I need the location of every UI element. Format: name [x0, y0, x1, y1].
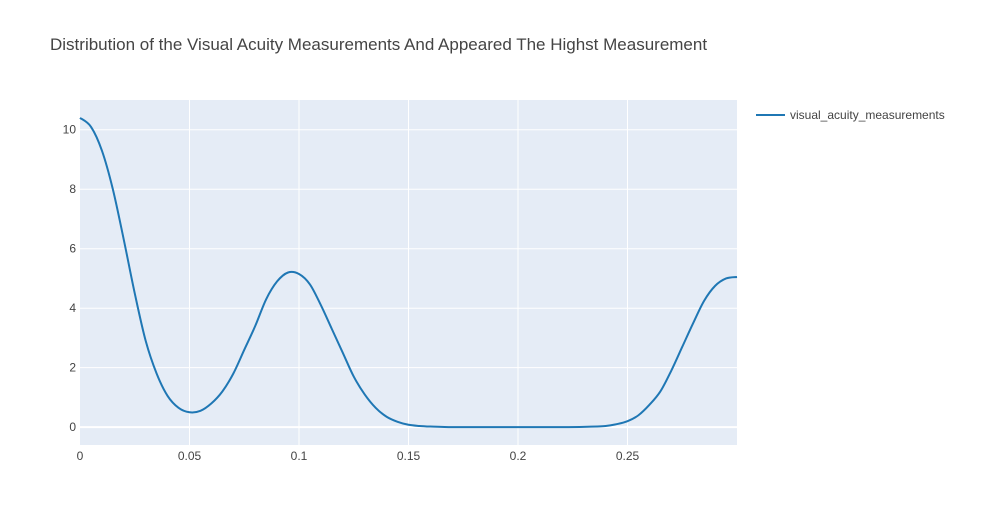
- y-tick-label: 4: [69, 301, 76, 315]
- chart-title: Distribution of the Visual Acuity Measur…: [50, 35, 707, 54]
- legend[interactable]: visual_acuity_measurements: [756, 108, 945, 122]
- x-tick-label: 0.25: [616, 449, 640, 463]
- y-tick-label: 8: [69, 182, 76, 196]
- x-tick-label: 0: [77, 449, 84, 463]
- x-tick-label: 0.2: [510, 449, 527, 463]
- x-tick-label: 0.1: [291, 449, 308, 463]
- y-tick-label: 0: [69, 420, 76, 434]
- series-line-visual_acuity_measurements[interactable]: [79, 117, 738, 429]
- series: [79, 117, 738, 429]
- grid: [80, 100, 737, 445]
- x-tick-label: 0.05: [178, 449, 202, 463]
- y-tick-label: 6: [69, 242, 76, 256]
- y-tick-label: 10: [63, 123, 77, 137]
- x-axis: 0 0.05 0.1 0.15 0.2 0.25: [77, 449, 640, 463]
- x-tick-label: 0.15: [397, 449, 421, 463]
- y-axis: 0 2 4 6 8 10: [63, 123, 77, 434]
- legend-label: visual_acuity_measurements: [790, 108, 945, 122]
- y-tick-label: 2: [69, 361, 76, 375]
